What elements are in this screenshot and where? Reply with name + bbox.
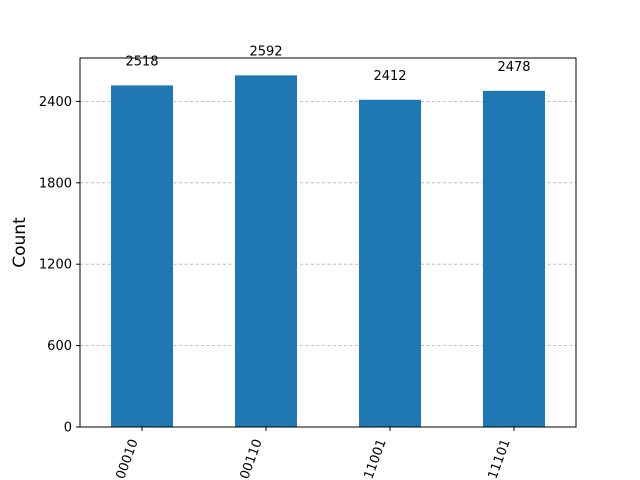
bar bbox=[111, 85, 173, 427]
bars bbox=[111, 75, 545, 428]
y-axis-title: Count bbox=[10, 217, 30, 268]
y-tick-label: 600 bbox=[47, 339, 72, 354]
x-axis: 00010 00110 11001 11101 bbox=[114, 427, 515, 480]
data-labels: 2518 2592 2412 2478 bbox=[125, 44, 530, 83]
y-tick-label: 1800 bbox=[39, 176, 72, 191]
y-axis: 0 600 1200 1800 2400 bbox=[39, 95, 80, 436]
bar-data-label: 2478 bbox=[497, 60, 530, 75]
bar-data-label: 2592 bbox=[249, 44, 282, 59]
plot-frame bbox=[79, 57, 577, 428]
x-tick-label: 00010 bbox=[114, 437, 142, 480]
x-tick-label: 00110 bbox=[238, 437, 266, 480]
y-tick-label: 1200 bbox=[39, 258, 72, 273]
bar-data-label: 2518 bbox=[125, 54, 158, 69]
x-tick-label: 11001 bbox=[362, 437, 390, 480]
bar-data-label: 2412 bbox=[373, 69, 406, 84]
bar bbox=[359, 99, 421, 428]
y-tick-label: 2400 bbox=[39, 95, 72, 110]
bar bbox=[235, 75, 297, 427]
x-tick-label: 11101 bbox=[486, 437, 514, 480]
bar bbox=[483, 90, 545, 428]
y-tick-label: 0 bbox=[64, 421, 72, 436]
